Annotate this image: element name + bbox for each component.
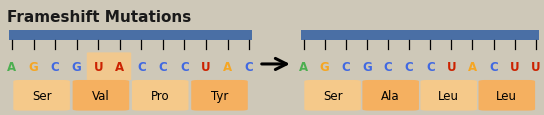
FancyBboxPatch shape [479,80,535,111]
FancyBboxPatch shape [421,80,477,111]
Text: Ser: Ser [32,89,52,102]
Text: U: U [447,60,456,73]
Text: G: G [320,60,330,73]
Text: U: U [201,60,211,73]
Text: Leu: Leu [496,89,517,102]
Text: G: G [72,60,82,73]
Text: U: U [531,60,541,73]
Text: C: C [245,60,254,73]
FancyBboxPatch shape [132,80,189,111]
Text: Ser: Ser [323,89,342,102]
FancyBboxPatch shape [87,53,131,80]
Text: A: A [299,60,308,73]
Text: C: C [180,60,189,73]
FancyBboxPatch shape [301,30,539,41]
Text: U: U [510,60,520,73]
Text: U: U [94,60,103,73]
Text: C: C [489,60,498,73]
Text: C: C [384,60,392,73]
Text: C: C [342,60,350,73]
Text: A: A [8,60,16,73]
FancyBboxPatch shape [72,80,129,111]
Text: Pro: Pro [151,89,170,102]
Text: C: C [426,60,435,73]
Text: Val: Val [92,89,110,102]
FancyBboxPatch shape [9,30,252,41]
Text: A: A [468,60,477,73]
Text: A: A [115,60,125,73]
Text: A: A [223,60,232,73]
Text: G: G [29,60,39,73]
Text: C: C [137,60,146,73]
Text: Leu: Leu [438,89,459,102]
Text: Frameshift Mutations: Frameshift Mutations [7,10,191,25]
FancyBboxPatch shape [13,80,70,111]
Text: Ala: Ala [381,89,400,102]
FancyBboxPatch shape [304,80,361,111]
Text: C: C [158,60,167,73]
Text: C: C [405,60,413,73]
Text: C: C [51,60,59,73]
Text: Tyr: Tyr [211,89,228,102]
FancyBboxPatch shape [362,80,419,111]
FancyBboxPatch shape [191,80,248,111]
Text: G: G [362,60,372,73]
